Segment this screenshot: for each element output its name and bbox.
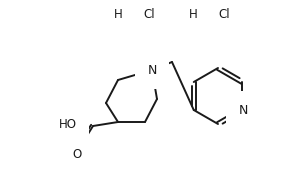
Text: Cl: Cl bbox=[143, 7, 155, 20]
Text: Cl: Cl bbox=[218, 7, 230, 20]
Text: N: N bbox=[147, 64, 157, 77]
Text: O: O bbox=[72, 149, 82, 162]
Text: HO: HO bbox=[59, 118, 77, 131]
Text: H: H bbox=[189, 7, 197, 20]
Text: H: H bbox=[113, 7, 123, 20]
Text: N: N bbox=[239, 103, 248, 116]
